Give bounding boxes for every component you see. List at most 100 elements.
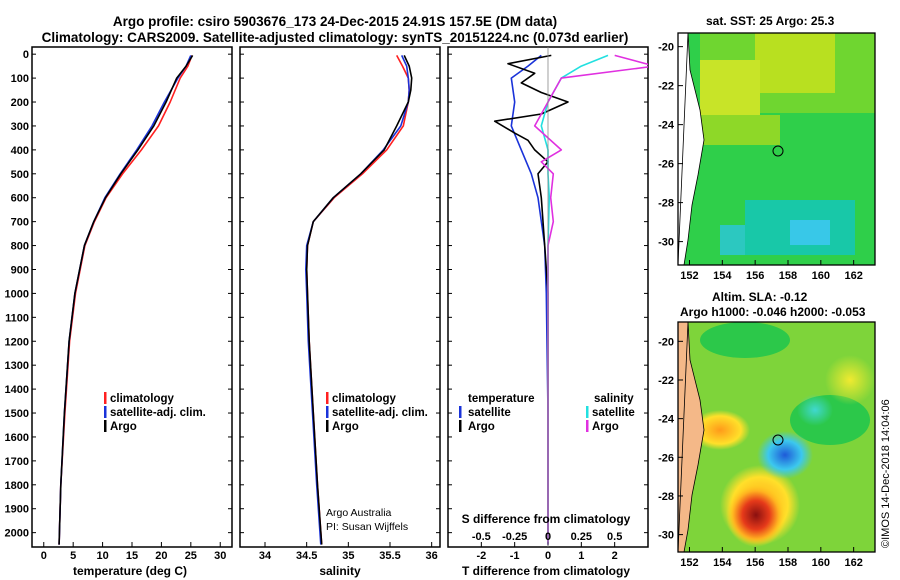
legend-label-s-argo: Argo	[592, 421, 619, 433]
x-tick-label: 0	[41, 550, 47, 562]
legend-label-satellite: satellite-adj. clim.	[332, 407, 428, 419]
x-tick-label: 25	[185, 550, 197, 562]
depth-tick-label: 700	[11, 217, 29, 229]
sla-map-title-line1: Altim. SLA: -0.12	[712, 290, 808, 304]
map-lon-tick-label: 154	[713, 270, 732, 282]
legend-swatch-s-satellite	[586, 406, 589, 418]
legend-label-satellite: satellite-adj. clim.	[110, 407, 206, 419]
map-lon-tick-label: 160	[812, 557, 830, 569]
legend-label-argo: Argo	[110, 421, 137, 433]
x-tick-label: 35	[342, 550, 354, 562]
depth-tick-label: 1600	[5, 432, 29, 444]
legend-label-argo: Argo	[332, 421, 359, 433]
depth-tick-label: 800	[11, 241, 29, 253]
depth-tick-label: 300	[11, 121, 29, 133]
s-difference-tick-label: 0	[545, 531, 551, 543]
x-tick-label: 5	[70, 550, 76, 562]
legend-label-climatology: climatology	[332, 393, 397, 405]
legend-swatch-satellite	[104, 406, 107, 418]
map-lon-tick-label: 162	[844, 557, 862, 569]
x-tick-label: 36	[426, 550, 438, 562]
map-lat-tick-label: -24	[658, 414, 675, 426]
map-lon-tick-label: 160	[812, 270, 830, 282]
depth-tick-label: 1300	[5, 360, 29, 372]
legend-label-t-satellite: satellite	[468, 407, 511, 419]
series-line-climatology	[58, 55, 193, 545]
map-lat-tick-label: -20	[658, 336, 674, 348]
map-lat-tick-label: -28	[658, 491, 674, 503]
map-lon-tick-label: 152	[680, 557, 698, 569]
depth-tick-label: 1800	[5, 480, 29, 492]
salinity-xlabel: salinity	[319, 564, 361, 578]
s-difference-tick-label: -0.5	[472, 531, 491, 543]
map-lat-tick-label: -30	[658, 530, 674, 542]
legend-label-t-argo: Argo	[468, 421, 495, 433]
x-tick-label: 0	[545, 550, 551, 562]
map-lon-tick-label: 156	[746, 557, 764, 569]
x-tick-label: 10	[96, 550, 108, 562]
x-tick-label: 1	[578, 550, 584, 562]
depth-tick-label: 600	[11, 193, 29, 205]
map-lon-tick-label: 158	[779, 270, 797, 282]
legend-title-salinity: salinity	[594, 393, 634, 405]
series-line-t-argo	[493, 54, 569, 545]
map-lat-tick-label: -26	[658, 159, 674, 171]
map-lon-tick-label: 162	[844, 270, 862, 282]
legend-swatch-argo	[104, 420, 107, 432]
map-lon-tick-label: 158	[779, 557, 797, 569]
sst-map-title: sat. SST: 25 Argo: 25.3	[706, 14, 835, 28]
plot-title-line1: Argo profile: csiro 5903676_173 24-Dec-2…	[112, 14, 558, 29]
temperature-legend: climatology satellite-adj. clim. Argo	[104, 392, 206, 433]
x-tick-label: 34.5	[296, 550, 317, 562]
x-tick-label: 35.5	[379, 550, 400, 562]
legend-label-s-satellite: satellite	[592, 407, 635, 419]
imos-timestamp: ©IMOS 14-Dec-2018 14:04:06	[880, 399, 892, 548]
series-line-satellite-adj-clim-	[304, 55, 411, 545]
x-tick-label: 34	[259, 550, 272, 562]
depth-tick-label: 500	[11, 169, 29, 181]
s-difference-label: S difference from climatology	[462, 512, 631, 526]
depth-tick-label: 2000	[5, 528, 29, 540]
sla-map-title-line2: Argo h1000: -0.046 h2000: -0.053	[680, 305, 866, 319]
depth-tick-label: 0	[23, 49, 29, 61]
x-tick-label: 30	[214, 550, 226, 562]
series-line-satellite-adj-clim-	[58, 55, 192, 545]
depth-tick-label: 100	[11, 73, 29, 85]
credit-line2: PI: Susan Wijffels	[326, 521, 408, 533]
map-lat-tick-label: -22	[658, 81, 674, 93]
depth-tick-label: 200	[11, 97, 29, 109]
legend-title-temperature: temperature	[468, 393, 534, 405]
depth-tick-label: 1900	[5, 504, 29, 516]
series-line-s-satellite	[540, 54, 609, 545]
s-difference-tick-label: 0.5	[607, 531, 622, 543]
legend-swatch-argo	[326, 420, 329, 432]
depth-tick-label: 1400	[5, 384, 29, 396]
depth-tick-label: 1200	[5, 336, 29, 348]
sst-map	[677, 32, 876, 266]
legend-swatch-t-argo	[459, 420, 462, 432]
map-lon-tick-label: 156	[746, 270, 764, 282]
x-tick-label: -1	[510, 550, 520, 562]
legend-swatch-s-argo	[586, 420, 589, 432]
depth-tick-label: 1100	[5, 312, 29, 324]
salinity-panel-frame	[239, 46, 441, 548]
difference-xlabel: T difference from climatology	[462, 564, 630, 578]
legend-swatch-climatology	[104, 392, 107, 404]
depth-tick-label: 400	[11, 145, 29, 157]
depth-tick-label: 1700	[5, 456, 29, 468]
map-lat-tick-label: -28	[658, 198, 674, 210]
map-lon-tick-label: 152	[680, 270, 698, 282]
map-lat-tick-label: -26	[658, 452, 674, 464]
x-tick-label: -2	[476, 550, 486, 562]
credit-line1: Argo Australia	[326, 507, 392, 519]
legend-swatch-climatology	[326, 392, 329, 404]
legend-label-climatology: climatology	[110, 393, 175, 405]
map-lat-tick-label: -24	[658, 120, 675, 132]
s-difference-tick-label: -0.25	[502, 531, 527, 543]
map-lon-tick-label: 154	[713, 557, 732, 569]
depth-tick-label: 900	[11, 264, 29, 276]
series-line-argo	[58, 54, 194, 545]
x-tick-label: 20	[155, 550, 167, 562]
s-difference-tick-label: 0.25	[571, 531, 592, 543]
temperature-xlabel: temperature (deg C)	[73, 564, 187, 578]
